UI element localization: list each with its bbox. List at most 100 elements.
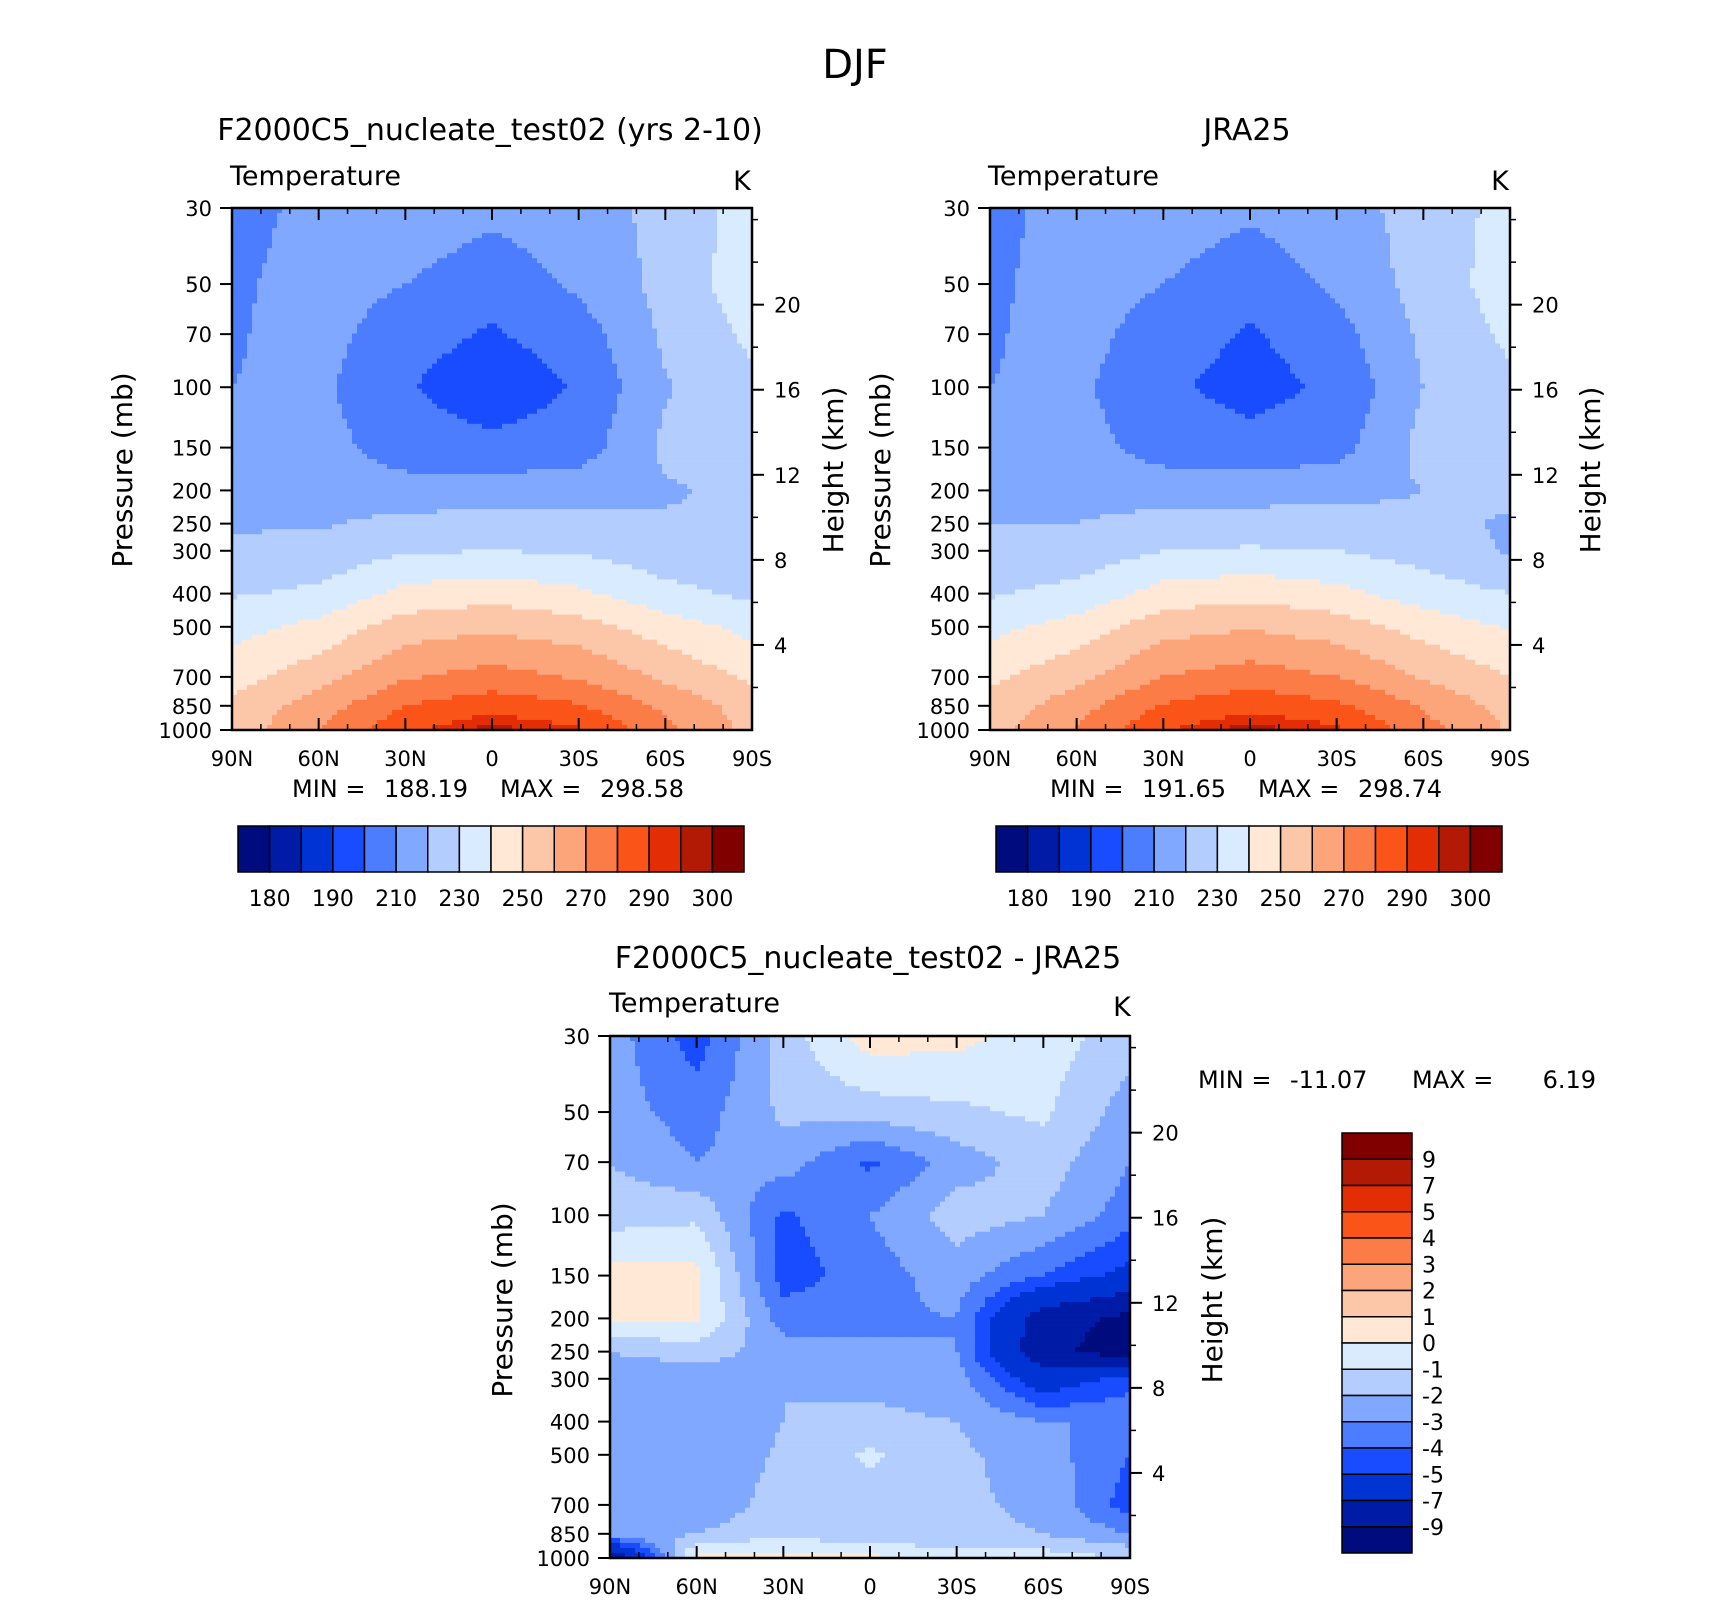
contour-cell xyxy=(427,278,433,284)
contour-cell xyxy=(317,418,323,425)
contour-cell xyxy=(687,438,693,445)
contour-cell xyxy=(302,388,308,395)
contour-cell xyxy=(292,238,298,244)
contour-cell xyxy=(517,433,523,440)
contour-cell xyxy=(457,208,463,214)
contour-cell xyxy=(547,373,553,380)
contour-cell xyxy=(282,213,288,219)
contour-cell xyxy=(587,273,593,279)
contour-cell xyxy=(637,408,643,415)
contour-cell xyxy=(362,258,368,264)
contour-cell xyxy=(322,258,328,264)
contour-cell xyxy=(737,413,743,420)
contour-cell xyxy=(537,363,543,370)
contour-cell xyxy=(682,323,688,330)
contour-cell xyxy=(312,333,318,340)
contour-cell xyxy=(497,308,503,314)
contour-cell xyxy=(267,288,273,294)
contour-cell xyxy=(447,223,453,229)
contour-cell xyxy=(582,388,588,395)
contour-cell xyxy=(662,238,668,244)
contour-cell xyxy=(502,313,508,320)
contour-cell xyxy=(532,288,538,294)
contour-cell xyxy=(362,298,368,304)
contour-cell xyxy=(287,403,293,410)
contour-cell xyxy=(732,273,738,279)
contour-cell xyxy=(247,428,253,435)
contour-cell xyxy=(327,213,333,219)
contour-cell xyxy=(552,248,558,254)
contour-cell xyxy=(662,368,668,375)
contour-cell xyxy=(697,318,703,325)
contour-cell xyxy=(392,433,398,440)
contour-cell xyxy=(712,398,718,405)
contour-cell xyxy=(262,258,268,264)
contour-cell xyxy=(672,373,678,380)
contour-cell xyxy=(517,368,523,375)
contour-cell xyxy=(502,243,508,249)
contour-cell xyxy=(272,443,278,450)
contour-cell xyxy=(312,273,318,279)
contour-cell xyxy=(302,443,308,450)
contour-cell xyxy=(557,313,563,320)
contour-cell xyxy=(352,308,358,314)
contour-cell xyxy=(702,368,708,375)
contour-cell xyxy=(442,278,448,284)
contour-cell xyxy=(252,443,258,450)
contour-cell xyxy=(577,278,583,284)
contour-cell xyxy=(512,333,518,340)
contour-cell xyxy=(707,218,713,224)
contour-cell xyxy=(697,388,703,395)
contour-cell xyxy=(442,408,448,415)
contour-cell xyxy=(352,423,358,430)
contour-cell xyxy=(412,308,418,314)
contour-cell xyxy=(387,303,393,309)
contour-cell xyxy=(237,218,243,224)
contour-cell xyxy=(542,303,548,309)
contour-cell xyxy=(472,338,478,345)
contour-cell xyxy=(487,253,493,259)
contour-cell xyxy=(597,418,603,425)
contour-cell xyxy=(282,443,288,450)
contour-cell xyxy=(732,298,738,304)
contour-cell xyxy=(357,258,363,264)
contour-cell xyxy=(287,223,293,229)
contour-cell xyxy=(312,388,318,395)
contour-cell xyxy=(592,358,598,365)
contour-cell xyxy=(247,398,253,405)
contour-cell xyxy=(367,303,373,309)
contour-cell xyxy=(397,373,403,380)
contour-cell xyxy=(412,273,418,279)
contour-cell xyxy=(497,238,503,244)
contour-cell xyxy=(547,233,553,239)
contour-cell xyxy=(482,363,488,370)
contour-cell xyxy=(687,273,693,279)
contour-cell xyxy=(552,283,558,289)
contour-cell xyxy=(302,418,308,425)
contour-cell xyxy=(467,333,473,340)
contour-cell xyxy=(277,398,283,405)
contour-cell xyxy=(657,363,663,370)
contour-cell xyxy=(537,368,543,375)
contour-cell xyxy=(267,228,273,234)
contour-cell xyxy=(242,223,248,229)
contour-cell xyxy=(237,233,243,239)
contour-cell xyxy=(457,413,463,420)
contour-cell xyxy=(452,238,458,244)
contour-cell xyxy=(697,428,703,435)
contour-cell xyxy=(552,428,558,435)
contour-cell xyxy=(442,428,448,435)
contour-cell xyxy=(282,393,288,400)
contour-cell xyxy=(242,298,248,304)
contour-cell xyxy=(332,248,338,254)
contour-cell xyxy=(372,408,378,415)
contour-cell xyxy=(352,293,358,299)
contour-cell xyxy=(287,318,293,325)
contour-cell xyxy=(487,323,493,330)
contour-cell xyxy=(747,218,753,224)
contour-cell xyxy=(597,288,603,294)
contour-cell xyxy=(657,318,663,325)
contour-cell xyxy=(342,238,348,244)
contour-cell xyxy=(507,213,513,219)
